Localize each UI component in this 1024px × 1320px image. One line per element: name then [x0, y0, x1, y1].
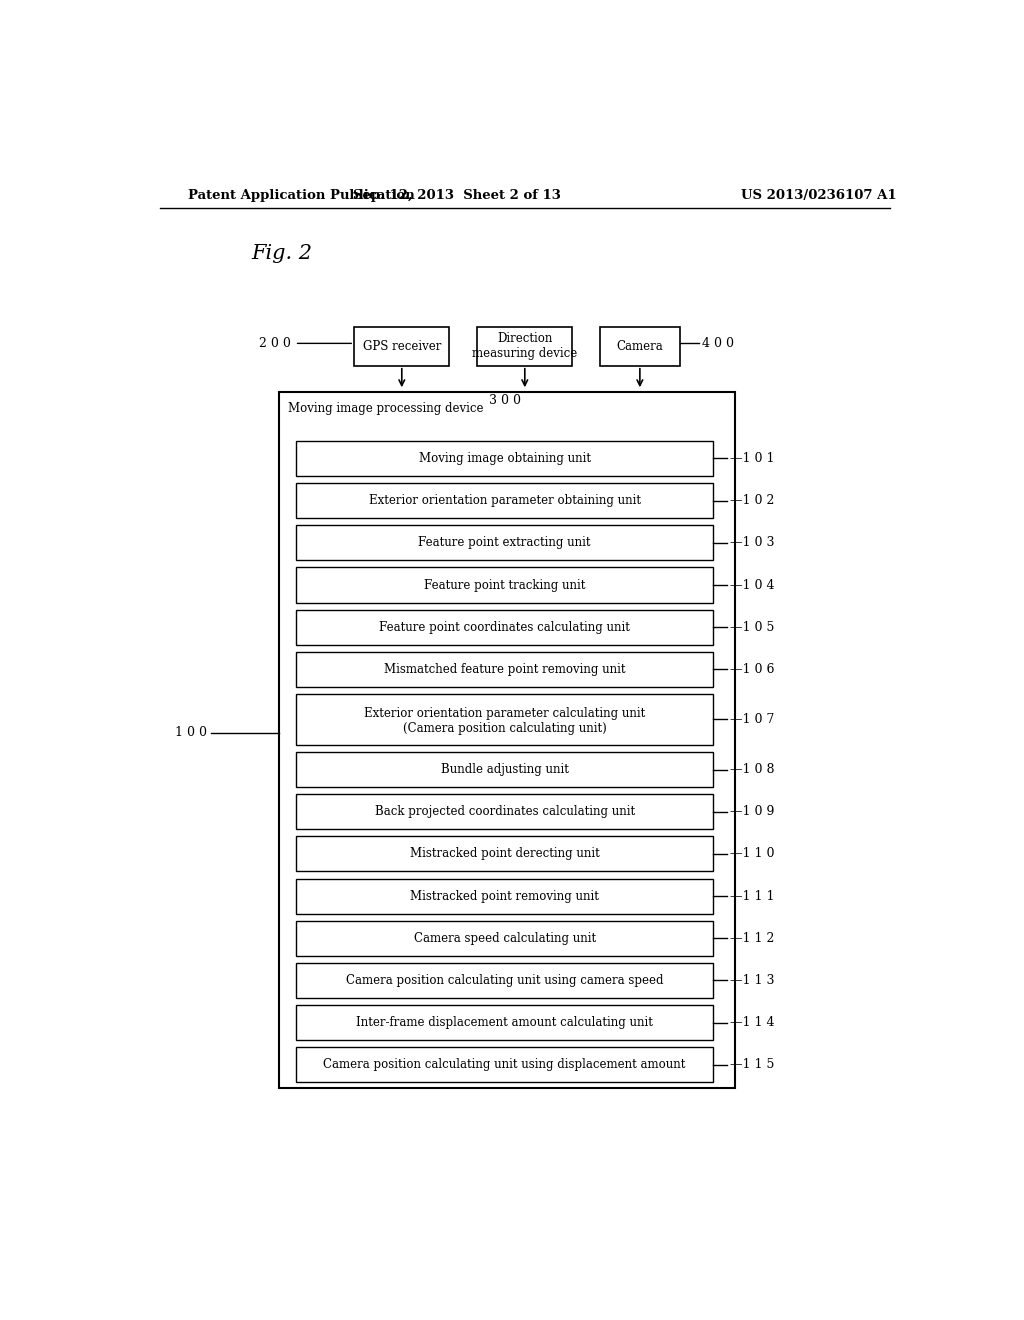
Bar	[296, 483, 713, 519]
Text: Mistracked point derecting unit: Mistracked point derecting unit	[410, 847, 599, 861]
Text: —1 1 5: —1 1 5	[729, 1059, 774, 1072]
Text: —1 0 2: —1 0 2	[729, 494, 774, 507]
Bar	[477, 327, 572, 366]
Bar	[296, 652, 713, 686]
Text: —1 0 5: —1 0 5	[729, 620, 774, 634]
Text: Camera position calculating unit using displacement amount: Camera position calculating unit using d…	[324, 1059, 686, 1072]
Text: —1 0 9: —1 0 9	[729, 805, 774, 818]
Text: Exterior orientation parameter calculating unit: Exterior orientation parameter calculati…	[364, 706, 645, 719]
Bar	[296, 610, 713, 644]
Bar	[296, 921, 713, 956]
Bar	[296, 1047, 713, 1082]
Text: 2 0 0: 2 0 0	[259, 337, 291, 350]
Text: Exterior orientation parameter obtaining unit: Exterior orientation parameter obtaining…	[369, 494, 641, 507]
Text: —1 1 1: —1 1 1	[729, 890, 774, 903]
Text: —1 1 4: —1 1 4	[729, 1016, 774, 1030]
Bar	[296, 568, 713, 602]
Text: —1 0 7: —1 0 7	[729, 713, 774, 726]
Bar	[296, 441, 713, 477]
Text: Feature point coordinates calculating unit: Feature point coordinates calculating un…	[379, 620, 630, 634]
Bar	[354, 327, 450, 366]
Text: 4 0 0: 4 0 0	[701, 337, 734, 350]
Text: Feature point extracting unit: Feature point extracting unit	[419, 536, 591, 549]
Bar	[296, 525, 713, 561]
Text: Bundle adjusting unit: Bundle adjusting unit	[440, 763, 568, 776]
Text: Mismatched feature point removing unit: Mismatched feature point removing unit	[384, 663, 626, 676]
Bar	[296, 752, 713, 787]
Bar	[296, 795, 713, 829]
Bar	[600, 327, 680, 366]
Text: GPS receiver: GPS receiver	[362, 341, 441, 352]
Text: US 2013/0236107 A1: US 2013/0236107 A1	[740, 189, 896, 202]
Text: Moving image processing device: Moving image processing device	[289, 403, 483, 416]
Text: —1 0 4: —1 0 4	[729, 578, 774, 591]
Bar	[296, 962, 713, 998]
Text: 1 0 0: 1 0 0	[175, 726, 207, 739]
Text: Mistracked point removing unit: Mistracked point removing unit	[411, 890, 599, 903]
Text: —1 0 8: —1 0 8	[729, 763, 774, 776]
Text: —1 1 3: —1 1 3	[729, 974, 774, 987]
Text: Camera: Camera	[616, 341, 664, 352]
Bar	[296, 879, 713, 913]
Text: —1 1 0: —1 1 0	[729, 847, 774, 861]
Bar	[296, 837, 713, 871]
Text: Inter-frame displacement amount calculating unit: Inter-frame displacement amount calculat…	[356, 1016, 653, 1030]
Text: Camera position calculating unit using camera speed: Camera position calculating unit using c…	[346, 974, 664, 987]
Text: Back projected coordinates calculating unit: Back projected coordinates calculating u…	[375, 805, 635, 818]
Text: 3 0 0: 3 0 0	[489, 393, 521, 407]
Text: Direction
measuring device: Direction measuring device	[472, 333, 578, 360]
Text: Patent Application Publication: Patent Application Publication	[187, 189, 415, 202]
Bar	[296, 694, 713, 744]
Text: Moving image obtaining unit: Moving image obtaining unit	[419, 451, 591, 465]
Text: Fig. 2: Fig. 2	[251, 244, 312, 264]
Text: Feature point tracking unit: Feature point tracking unit	[424, 578, 586, 591]
Text: —1 0 3: —1 0 3	[729, 536, 774, 549]
Text: (Camera position calculating unit): (Camera position calculating unit)	[402, 722, 606, 735]
Text: —1 1 2: —1 1 2	[729, 932, 774, 945]
Bar	[296, 1005, 713, 1040]
Text: Sep. 12, 2013  Sheet 2 of 13: Sep. 12, 2013 Sheet 2 of 13	[353, 189, 561, 202]
Text: —1 0 1: —1 0 1	[729, 451, 774, 465]
Bar	[279, 392, 735, 1089]
Text: Camera speed calculating unit: Camera speed calculating unit	[414, 932, 596, 945]
Text: —1 0 6: —1 0 6	[729, 663, 774, 676]
